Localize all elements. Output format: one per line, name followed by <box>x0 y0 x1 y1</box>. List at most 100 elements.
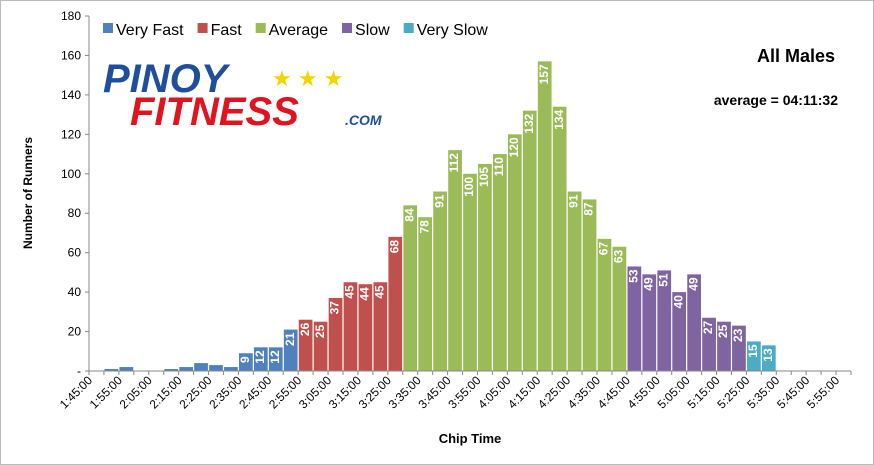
legend-swatch <box>342 23 353 33</box>
bar <box>522 110 537 372</box>
bar <box>732 325 746 371</box>
data-label: 15 <box>746 344 760 358</box>
data-label: 53 <box>627 269 641 283</box>
legend-label: Fast <box>211 22 243 39</box>
data-label: 68 <box>387 240 401 254</box>
data-label: 40 <box>671 295 685 309</box>
data-label: 25 <box>313 324 327 338</box>
data-label: 91 <box>567 194 581 208</box>
x-axis-title: Chip Time <box>439 431 502 446</box>
data-label: 44 <box>358 287 372 301</box>
y-tick-label: 160 <box>61 48 81 62</box>
bar <box>179 367 193 371</box>
data-label: 45 <box>373 285 387 299</box>
logo-line1: PINOY <box>103 57 231 101</box>
data-label: 27 <box>701 320 715 334</box>
data-label: 21 <box>283 332 297 346</box>
data-label: 91 <box>432 194 446 208</box>
bar <box>702 317 716 371</box>
bar <box>672 292 687 371</box>
legend-swatch <box>197 23 208 33</box>
bar <box>268 347 283 371</box>
bar <box>657 270 672 371</box>
data-label: 105 <box>477 167 491 187</box>
y-axis-title: Number of Runners <box>21 137 35 249</box>
logo: PINOY FITNESS .COM ★ ★ ★ <box>103 57 382 134</box>
bar <box>761 345 776 371</box>
bar <box>343 282 358 371</box>
bar <box>418 217 433 371</box>
y-tick-label: 60 <box>68 246 82 260</box>
legend-swatch <box>255 23 266 33</box>
logo-stars: ★ ★ ★ <box>272 66 343 91</box>
bar <box>253 347 268 371</box>
bar <box>552 106 567 371</box>
data-label: 25 <box>716 324 730 338</box>
data-label: 49 <box>641 277 655 291</box>
annotation: average = 04:11:32 <box>714 92 838 108</box>
bar <box>209 365 223 371</box>
data-label: 63 <box>612 249 626 263</box>
bar <box>164 369 179 371</box>
data-label: 13 <box>761 348 775 362</box>
bar <box>328 298 343 371</box>
data-label: 87 <box>582 202 596 216</box>
legend-label: Slow <box>355 22 390 39</box>
data-label: 100 <box>462 176 476 196</box>
bar <box>582 199 597 371</box>
bar <box>313 321 328 371</box>
bar <box>358 284 373 371</box>
data-label: 112 <box>447 153 461 173</box>
bar <box>747 341 761 371</box>
data-label: 23 <box>731 328 745 342</box>
data-label: 45 <box>343 285 357 299</box>
legend-label: Very Slow <box>417 22 489 39</box>
bar <box>448 150 462 371</box>
bar <box>463 173 477 371</box>
data-label: 49 <box>686 277 700 291</box>
bar <box>403 205 418 371</box>
y-tick-label: 80 <box>68 206 82 220</box>
data-label: 110 <box>492 157 506 177</box>
logo-suffix: .COM <box>345 112 382 128</box>
bar <box>493 154 507 371</box>
bar <box>537 61 552 371</box>
bar <box>104 369 119 371</box>
data-label: 134 <box>552 109 566 129</box>
bar <box>224 367 238 371</box>
legend-swatch <box>403 23 414 33</box>
bar <box>194 363 208 371</box>
logo-line2: FITNESS <box>130 90 299 134</box>
data-label: 157 <box>537 64 551 84</box>
bar <box>388 236 403 371</box>
bar <box>507 134 522 371</box>
annotation: All Males <box>757 46 835 66</box>
data-label: 84 <box>402 208 416 222</box>
data-label: 37 <box>328 301 342 315</box>
y-tick-label: 20 <box>68 325 82 339</box>
data-label: 78 <box>417 220 431 234</box>
y-tick-label: 40 <box>68 285 82 299</box>
data-label: 26 <box>298 322 312 336</box>
data-label: 9 <box>238 356 252 363</box>
y-tick-label: 120 <box>61 127 81 141</box>
data-label: 51 <box>656 273 670 287</box>
y-tick-label: 140 <box>61 88 81 102</box>
data-label: 12 <box>268 350 282 364</box>
data-label: 12 <box>253 350 267 364</box>
y-tick-label: - <box>77 364 81 378</box>
data-label: 67 <box>597 242 611 256</box>
bar <box>627 266 642 371</box>
bar <box>642 274 657 371</box>
bar <box>373 282 388 371</box>
bar <box>478 163 492 371</box>
data-label: 132 <box>522 113 536 133</box>
legend-label: Average <box>269 22 328 39</box>
y-tick-label: 180 <box>61 9 81 23</box>
y-tick-label: 100 <box>61 167 81 181</box>
data-label: 120 <box>507 137 521 157</box>
bar <box>298 319 313 371</box>
bar <box>567 191 582 371</box>
bar <box>687 274 701 371</box>
